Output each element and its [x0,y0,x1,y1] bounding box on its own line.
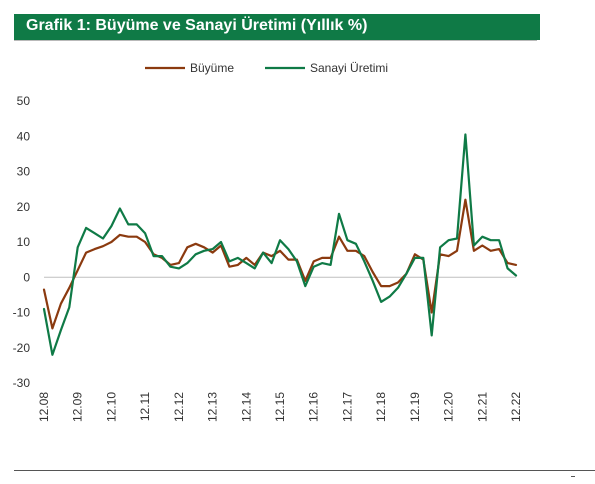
legend-label: Büyüme [190,61,234,75]
y-axis-tick-labels: 50 40 30 20 10 0 -10 -20 -30 [13,94,31,390]
chart-title: Grafik 1: Büyüme ve Sanayi Üretimi (Yıll… [26,17,368,34]
x-axis-tick-labels: 12.08 12.09 12.10 12.11 12.12 12.13 12.14 12.15… [37,392,523,422]
y-tick-label: 20 [17,200,31,214]
x-tick-label: 12.11 [138,392,152,421]
chart-legend: Büyüme Sanayi Üretimi [145,61,388,75]
corner-mark [571,476,575,477]
x-tick-label: 12.13 [206,392,220,422]
bottom-divider [14,470,595,471]
x-tick-label: 12.18 [374,392,388,422]
x-tick-label: 12.20 [442,392,456,422]
x-tick-label: 12.12 [172,392,186,422]
x-tick-label: 12.19 [408,392,422,422]
y-tick-label: 10 [17,235,31,249]
x-tick-label: 12.16 [307,392,321,422]
series-line-sanayi-uretimi [42,133,518,356]
x-tick-label: 12.22 [509,392,523,422]
y-tick-label: 40 [17,129,31,143]
x-tick-label: 12.08 [37,392,51,422]
y-tick-label: -20 [13,341,31,355]
x-tick-label: 12.17 [340,392,354,422]
y-tick-label: -30 [13,376,31,390]
x-tick-label: 12.14 [239,392,253,422]
x-tick-label: 12.09 [71,392,85,422]
legend-label: Sanayi Üretimi [310,61,388,75]
line-chart: Büyüme Sanayi Üretimi 50 40 30 20 10 0 -10 -20 -3… [13,61,523,422]
y-tick-label: 30 [17,165,31,179]
x-tick-label: 12.21 [475,392,489,422]
y-tick-label: -10 [13,306,31,320]
x-tick-label: 12.15 [273,392,287,422]
title-underline [14,40,537,41]
chart-series [42,133,518,356]
y-tick-label: 50 [17,94,31,108]
x-tick-label: 12.10 [104,392,118,422]
chart-title-bar: Grafik 1: Büyüme ve Sanayi Üretimi (Yıll… [14,14,540,40]
y-tick-label: 0 [23,270,30,284]
